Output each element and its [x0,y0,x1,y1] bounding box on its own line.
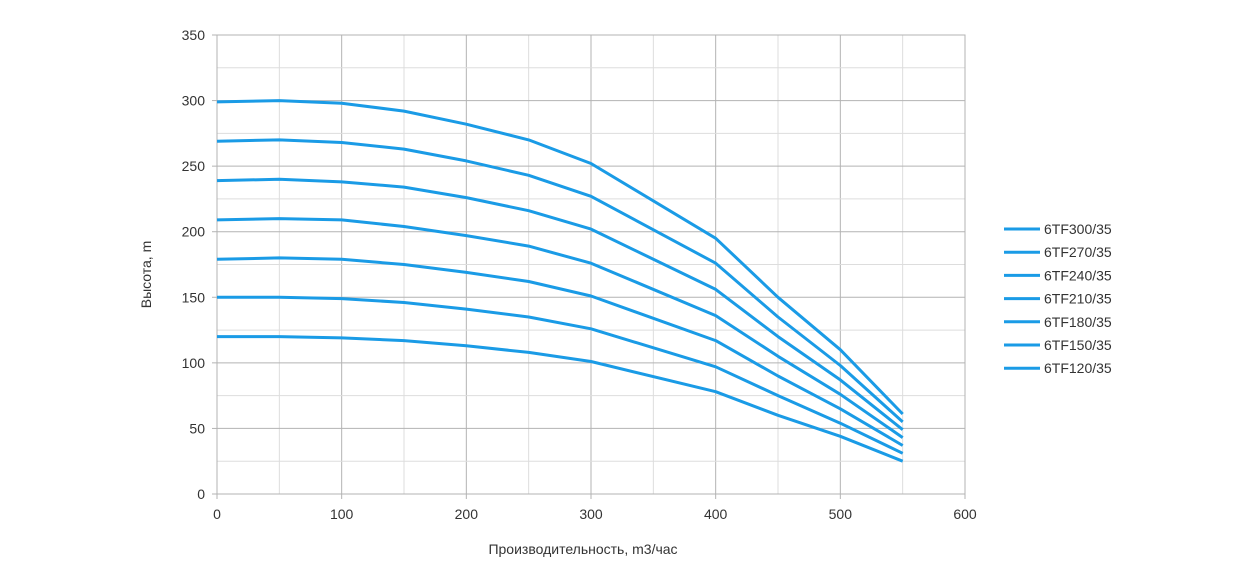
x-tick-label: 400 [704,506,728,522]
y-tick-label: 300 [182,93,206,109]
legend-label: 6TF270/35 [1044,244,1112,260]
legend-label: 6TF120/35 [1044,360,1112,376]
y-tick-label: 50 [189,420,205,436]
legend-label: 6TF150/35 [1044,337,1112,353]
x-tick-label: 600 [953,506,977,522]
series-line-6tf240-35 [216,177,904,431]
y-tick-label: 0 [197,486,205,502]
series-line-6tf150-35 [217,295,904,455]
series-line-6tf300-35 [216,99,904,416]
y-tick-label: 250 [182,158,206,174]
y-tick-label: 200 [182,224,206,240]
series-line-6tf210-35 [216,217,904,439]
y-axis-title: Высота, m [138,241,154,309]
x-axis-title: Производительность, m3/час [488,541,677,557]
legend: 6TF300/35 6TF270/35 6TF240/35 6TF210/35 6TF1… [1004,221,1112,376]
y-axis-tick-labels: 0 50 100 150 200 250 300 350 [182,27,206,502]
y-tick-label: 350 [182,27,206,43]
series-lines [216,99,904,463]
series-line-6tf270-35 [216,138,904,424]
x-tick-label: 100 [330,506,354,522]
x-axis-tick-labels: 0 100 200 300 400 500 600 [213,506,977,522]
x-tick-label: 200 [455,506,479,522]
y-tick-label: 150 [182,289,206,305]
x-tick-label: 0 [213,506,221,522]
x-tick-label: 300 [579,506,603,522]
legend-label: 6TF180/35 [1044,314,1112,330]
y-tick-label: 100 [182,355,206,371]
series-line-6tf180-35 [216,256,904,447]
series-line-6tf120-35 [217,335,904,463]
legend-label: 6TF210/35 [1044,291,1112,307]
legend-label: 6TF240/35 [1044,267,1112,283]
plot-area-frame [216,34,966,495]
legend-label: 6TF300/35 [1044,221,1112,237]
x-tick-label: 500 [829,506,853,522]
